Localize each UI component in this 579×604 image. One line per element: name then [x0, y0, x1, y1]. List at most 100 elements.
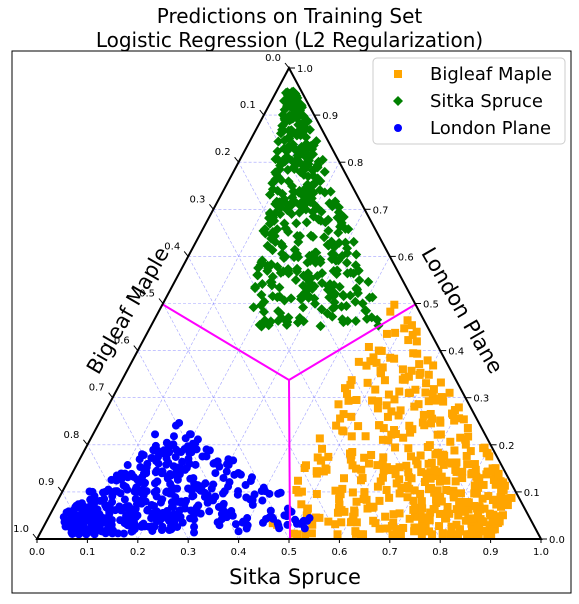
- data-point: [437, 393, 446, 402]
- data-point: [81, 527, 90, 536]
- data-point: [323, 281, 334, 292]
- data-point: [468, 514, 477, 523]
- data-point: [121, 503, 130, 512]
- tick-label-bottom: 0.8: [432, 547, 448, 558]
- tick-label-bottom: 0.0: [29, 547, 45, 558]
- data-point: [391, 470, 400, 479]
- data-point: [396, 530, 405, 539]
- data-point: [140, 469, 149, 478]
- data-point: [477, 517, 486, 526]
- data-point: [461, 440, 470, 449]
- data-point: [352, 497, 361, 506]
- data-point: [150, 488, 159, 497]
- data-point: [147, 453, 156, 462]
- data-point: [346, 455, 355, 464]
- data-point: [169, 440, 178, 449]
- data-point: [455, 414, 464, 423]
- data-point: [332, 265, 343, 276]
- data-point: [167, 524, 176, 533]
- data-point: [482, 448, 491, 457]
- data-point: [301, 193, 312, 204]
- data-point: [238, 518, 247, 527]
- data-point: [315, 434, 324, 443]
- data-point: [419, 410, 428, 419]
- data-point: [340, 223, 351, 234]
- data-point: [319, 232, 330, 243]
- data-point: [268, 519, 277, 528]
- data-point: [480, 504, 489, 513]
- data-point: [425, 527, 434, 536]
- data-point: [148, 522, 157, 531]
- data-point: [316, 304, 327, 315]
- data-point: [333, 255, 344, 266]
- data-point: [362, 361, 371, 370]
- data-point: [160, 446, 169, 455]
- data-point: [395, 489, 404, 498]
- data-point: [435, 509, 444, 518]
- data-point: [356, 476, 365, 485]
- data-point: [404, 372, 413, 381]
- data-point: [384, 390, 393, 399]
- data-point: [231, 520, 240, 529]
- data-point: [312, 490, 321, 499]
- data-point: [234, 487, 243, 496]
- data-point: [143, 459, 152, 468]
- data-point: [427, 419, 436, 428]
- data-point: [108, 526, 117, 535]
- data-point: [361, 432, 370, 441]
- decision-boundary: [161, 303, 417, 540]
- data-point: [186, 430, 195, 439]
- chart-title-line-1: Predictions on Training Set: [156, 4, 423, 28]
- axis-label-bottom: Sitka Spruce: [229, 565, 361, 589]
- data-point: [465, 530, 474, 539]
- data-point: [385, 493, 394, 502]
- data-point: [438, 529, 447, 538]
- data-point: [404, 444, 413, 453]
- data-point: [442, 476, 451, 485]
- data-point: [373, 404, 382, 413]
- tick-label-bottom: 0.5: [281, 547, 297, 558]
- tick-left: [284, 62, 290, 69]
- data-point: [153, 477, 162, 486]
- data-point: [228, 511, 237, 520]
- data-point: [89, 528, 98, 537]
- data-point: [260, 228, 271, 239]
- data-point: [167, 498, 176, 507]
- tick-label-left: 1.0: [13, 524, 29, 535]
- data-point: [305, 141, 316, 152]
- data-point: [387, 430, 396, 439]
- data-point: [470, 501, 479, 510]
- data-point: [75, 521, 84, 530]
- data-point: [205, 507, 214, 516]
- data-point: [298, 110, 309, 121]
- data-point: [308, 170, 319, 181]
- data-point: [473, 510, 482, 519]
- data-point: [222, 513, 231, 522]
- data-point: [433, 430, 442, 439]
- tick-label-left: 0.1: [240, 100, 256, 111]
- data-point: [379, 424, 388, 433]
- data-point: [488, 525, 497, 534]
- data-point: [494, 469, 503, 478]
- data-point: [219, 499, 228, 508]
- data-point: [339, 474, 348, 483]
- data-point: [437, 472, 446, 481]
- plot-frame: [11, 50, 572, 594]
- data-point: [191, 460, 200, 469]
- grid-line-sitka-5: [288, 303, 416, 540]
- data-point: [397, 483, 406, 492]
- boundary-line-0: [161, 303, 290, 381]
- data-point: [448, 410, 457, 419]
- data-point: [348, 488, 357, 497]
- data-point: [301, 530, 310, 539]
- data-point: [425, 441, 434, 450]
- data-point: [445, 509, 454, 518]
- data-point: [366, 357, 375, 366]
- data-point: [307, 529, 316, 538]
- data-point: [222, 467, 231, 476]
- data-point: [416, 451, 425, 460]
- data-point: [415, 360, 424, 369]
- data-point: [452, 520, 461, 529]
- data-point: [273, 519, 282, 528]
- data-point: [456, 433, 465, 442]
